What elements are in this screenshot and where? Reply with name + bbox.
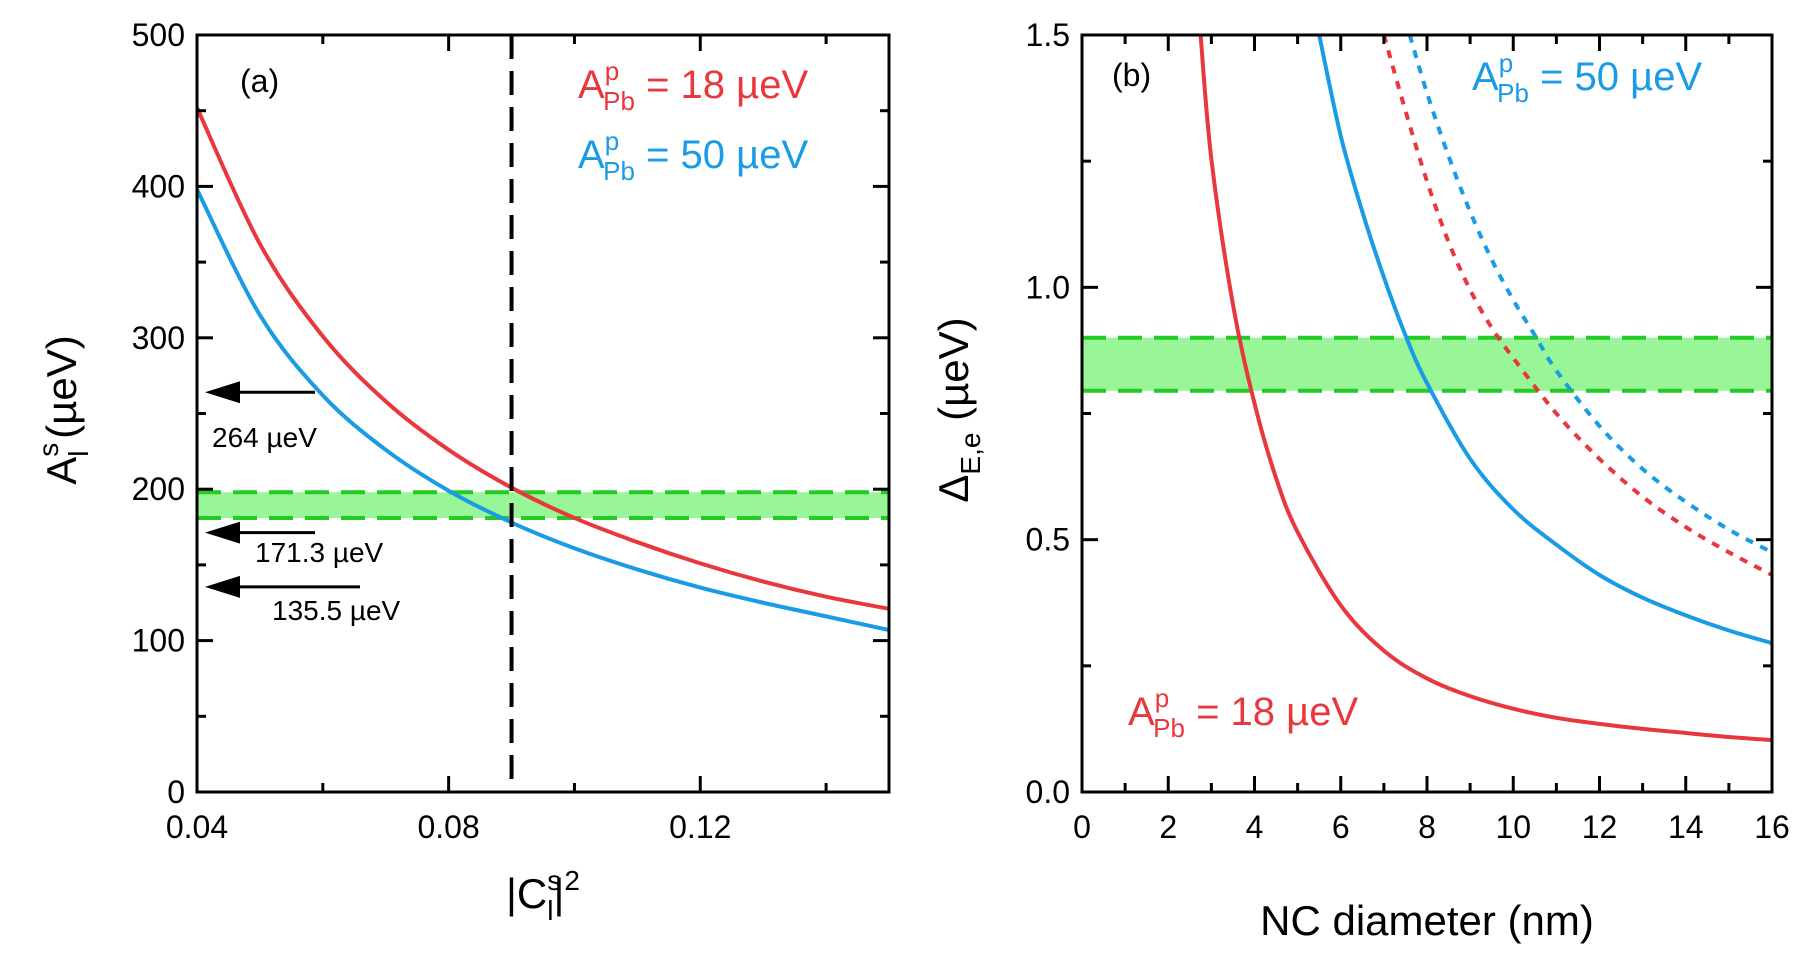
a-ytick-label: 300 [132, 320, 185, 356]
b-ytick-label: 1.5 [1026, 17, 1070, 53]
panel-a-ylabel: Asl (µeV) [33, 335, 94, 484]
a-series-0 [197, 106, 889, 611]
a-ytick-label: 400 [132, 168, 185, 204]
a-xtick-label: 0.12 [669, 809, 731, 845]
panel-b-curves [1198, 35, 1772, 743]
panel-b-xlabel: NC diameter (nm) [1260, 897, 1594, 944]
a-series-1 [197, 188, 889, 632]
a-ytick-label: 0 [167, 774, 185, 810]
b-series-3 [1407, 35, 1772, 555]
b-xtick-label: 16 [1754, 809, 1790, 845]
a-ytick-label: 200 [132, 471, 185, 507]
b-xtick-label: 2 [1159, 809, 1177, 845]
panel-a-legend-50: Ap Pb = 50 µeV [578, 126, 808, 186]
b-series-0 [1198, 35, 1772, 743]
b-series-2 [1381, 35, 1772, 577]
b-xtick-label: 8 [1418, 809, 1436, 845]
a-ytick-label: 100 [132, 623, 185, 659]
panel-b-ticks [1080, 33, 1774, 794]
panel-a-tick-labels: 0.04 0.08 0.12 0 100 200 300 400 500 [132, 17, 732, 845]
b-xtick-label: 10 [1495, 809, 1531, 845]
b-ytick-label: 0.5 [1026, 522, 1070, 558]
panel-b: 0 2 4 6 8 10 12 14 16 0.0 0.5 1.0 1.5 (b) Ap Pb = 50 … [930, 17, 1790, 944]
panel-a-band [197, 490, 889, 520]
panel-a-ticks [195, 33, 889, 794]
arrow-head-0 [205, 381, 240, 404]
panel-b-legend-50: Ap Pb = 50 µeV [1472, 48, 1702, 108]
a-xtick-label: 0.04 [166, 809, 228, 845]
arrow-head-2 [205, 575, 240, 598]
b-xtick-label: 14 [1668, 809, 1704, 845]
b-xtick-label: 12 [1582, 809, 1618, 845]
panel-b-tick-labels: 0 2 4 6 8 10 12 14 16 0.0 0.5 1.0 1.5 [1026, 17, 1790, 845]
a-xtick-label: 0.08 [417, 809, 479, 845]
b-ytick-label: 1.0 [1026, 269, 1070, 305]
panel-b-legend-18: Ap Pb = 18 µeV [1128, 683, 1358, 743]
b-ytick-label: 0.0 [1026, 774, 1070, 810]
b-xtick-label: 6 [1332, 809, 1350, 845]
b-xtick-label: 4 [1246, 809, 1264, 845]
panel-a: 0.04 0.08 0.12 0 100 200 300 400 500 (a) Ap Pb = … [33, 17, 891, 926]
annotation-135: 135.5 µeV [272, 595, 401, 626]
panel-a-legend-18: Ap Pb = 18 µeV [578, 56, 808, 116]
panel-a-arrows [205, 381, 360, 598]
panel-a-curves [197, 106, 889, 632]
panel-a-xlabel: |Cs l|2 [506, 865, 580, 926]
panel-a-label: (a) [240, 63, 279, 99]
panel-b-ylabel: ΔE,e (µeV) [930, 317, 986, 502]
panel-b-label: (b) [1112, 57, 1151, 93]
annotation-171: 171.3 µeV [255, 537, 384, 568]
b-series-1 [1317, 35, 1772, 646]
b-xtick-label: 0 [1073, 809, 1091, 845]
annotation-264: 264 µeV [212, 422, 317, 453]
a-ytick-label: 500 [132, 17, 185, 53]
arrow-head-1 [205, 521, 240, 544]
